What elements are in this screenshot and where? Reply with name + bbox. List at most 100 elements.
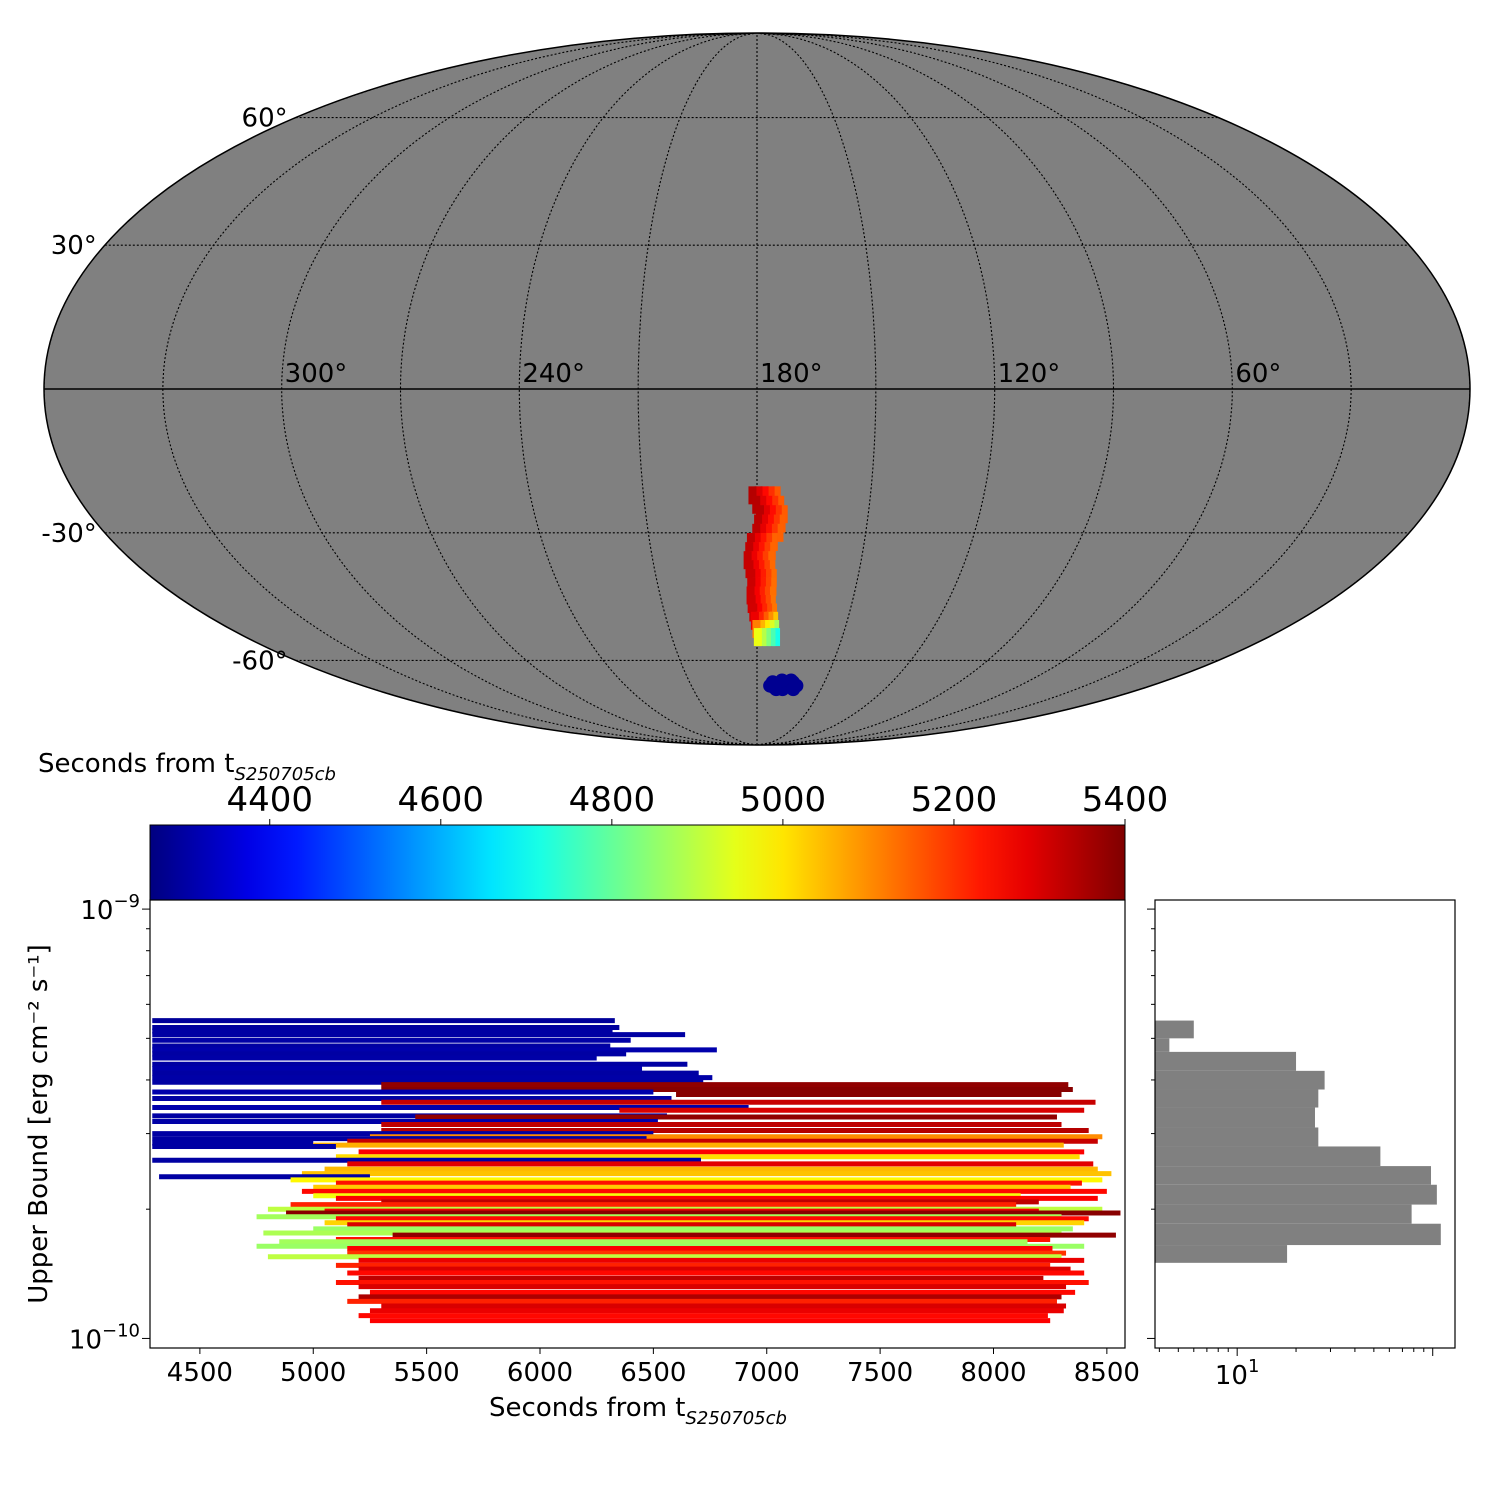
histogram-plot-border	[1154, 899, 1456, 1349]
histogram-bar	[1155, 1127, 1319, 1147]
histogram-bar	[1155, 1020, 1194, 1039]
colorbar-label-subscript: S250705cb	[234, 764, 335, 785]
sky-region-pixel	[770, 495, 779, 514]
histogram-bar	[1155, 1204, 1412, 1224]
sky-region-pixel	[762, 628, 771, 647]
meridian	[399, 33, 758, 745]
sky-region-pixel	[752, 523, 761, 542]
sky-region-pixel	[776, 495, 785, 514]
sky-region-pixel	[762, 542, 771, 561]
histogram-bar	[1155, 1107, 1315, 1128]
meridian	[756, 33, 996, 745]
sky-region-pixel	[748, 486, 757, 505]
ra-tick-label: 180°	[760, 359, 823, 389]
sky-region-pixel	[767, 542, 776, 561]
meridian	[756, 33, 1470, 745]
sky-region-pixel	[766, 486, 775, 505]
sky-region-pixel	[746, 533, 755, 552]
sky-region-pixel	[758, 533, 767, 552]
y-tick-label-base: 10	[69, 1325, 102, 1355]
colorbar-tick-label: 4600	[398, 780, 485, 820]
sky-region-pixel	[760, 486, 769, 505]
sky-region-pixel	[773, 505, 782, 524]
y-axis-label: Upper Bound [erg cm⁻² s⁻¹]	[24, 944, 54, 1303]
histogram-bar	[1155, 1051, 1297, 1071]
sky-region-pixel	[769, 523, 778, 542]
sky-map: 300° 240° 180° 120° 60° 60° 30° -30° -60°	[41, 32, 1471, 746]
y-tick-label-exponent: −10	[102, 1320, 140, 1341]
histogram-x-tick-label-base: 10	[1215, 1361, 1248, 1391]
sky-region-pixel	[756, 542, 765, 561]
meridian	[44, 33, 758, 745]
sky-region-pixel	[752, 495, 761, 514]
dec-tick-label: -30°	[41, 519, 96, 549]
x-tick-label: 6000	[507, 1358, 573, 1388]
y-tick-label: 10−10	[69, 1320, 140, 1355]
colorbar-tick-label: 4800	[569, 780, 656, 820]
sky-region-pixel	[771, 514, 780, 533]
histogram-bars	[1155, 1020, 1441, 1263]
sky-region-pixel	[775, 523, 784, 542]
histogram-bar	[1155, 1245, 1288, 1263]
sky-region-pixel	[761, 505, 770, 524]
x-tick-label: 7500	[847, 1358, 913, 1388]
sky-region-pixel	[754, 514, 763, 533]
sky-region-pixel	[759, 514, 768, 533]
colorbar: 4400 4600 4800 5000 5200 5400 Seconds from tS…	[38, 749, 1168, 901]
colorbar-tick-label: 4400	[226, 780, 313, 820]
x-tick-label: 8000	[960, 1358, 1026, 1388]
sky-region-pixel	[754, 486, 763, 505]
upper-bound-segments	[152, 1018, 1121, 1324]
sky-region-pixel	[758, 523, 767, 542]
histogram-bar	[1155, 1089, 1319, 1108]
sky-region-pixel	[755, 505, 764, 524]
sky-region-pixel	[772, 628, 781, 647]
sky-localization-regions	[743, 486, 804, 697]
histogram-bar	[1155, 1184, 1437, 1205]
histogram-bar	[1155, 1146, 1381, 1167]
histogram-bar	[1155, 1223, 1441, 1246]
histogram-x-tick-label-exponent: 1	[1248, 1356, 1259, 1377]
x-axis-ticks: 4500 5000 5500 6000 6500 7000 7500 8000 8500	[167, 1348, 1140, 1388]
sky-region-pixel	[764, 533, 773, 552]
colorbar-gradient	[149, 824, 1126, 901]
ra-tick-label: 120°	[998, 359, 1061, 389]
ra-tick-label: 240°	[522, 359, 585, 389]
sky-region-pixel	[764, 495, 773, 514]
colorbar-ticks: 4400 4600 4800 5000 5200 5400	[226, 780, 1168, 825]
x-tick-label: 5000	[280, 1358, 346, 1388]
y-tick-label-base: 10	[80, 896, 113, 926]
colorbar-label: Seconds from tS250705cb	[38, 749, 336, 785]
x-tick-label: 4500	[167, 1358, 233, 1388]
x-axis-label-subscript: S250705cb	[686, 1408, 787, 1429]
sky-region-pixel	[750, 542, 759, 561]
x-tick-label: 8500	[1074, 1358, 1140, 1388]
sky-region-pixel	[767, 628, 776, 647]
sky-region-pixel	[753, 628, 762, 647]
x-tick-label: 7000	[734, 1358, 800, 1388]
ra-tick-label: 300°	[285, 359, 348, 389]
x-axis-label: Seconds from tS250705cb	[489, 1393, 787, 1429]
colorbar-tick-label: 5000	[740, 780, 827, 820]
y-tick-label-exponent: −9	[113, 891, 140, 912]
colorbar-tick-label: 5400	[1082, 780, 1169, 820]
x-tick-label: 5500	[394, 1358, 460, 1388]
dec-tick-label: 30°	[51, 231, 97, 261]
sky-map-tick-labels: 300° 240° 180° 120° 60° 60° 30° -30° -60°	[41, 104, 1281, 677]
histogram-ticks: 101	[1147, 908, 1434, 1391]
sky-region-pixel	[779, 505, 788, 524]
sky-region-pixel	[745, 542, 754, 561]
sky-region-point	[765, 675, 780, 690]
x-tick-label: 6500	[620, 1358, 686, 1388]
sky-region-point	[786, 682, 801, 697]
ra-tick-label: 60°	[1235, 359, 1281, 389]
sky-region-pixel	[765, 514, 774, 533]
colorbar-tick-label: 5200	[911, 780, 998, 820]
histogram-panel: 101	[1147, 899, 1456, 1391]
sky-region-pixel	[763, 523, 772, 542]
sky-region-pixel	[758, 495, 767, 514]
histogram-bar	[1155, 1038, 1170, 1052]
histogram-bar	[1155, 1070, 1325, 1090]
y-axis-ticks: 10−910−10	[69, 891, 150, 1355]
